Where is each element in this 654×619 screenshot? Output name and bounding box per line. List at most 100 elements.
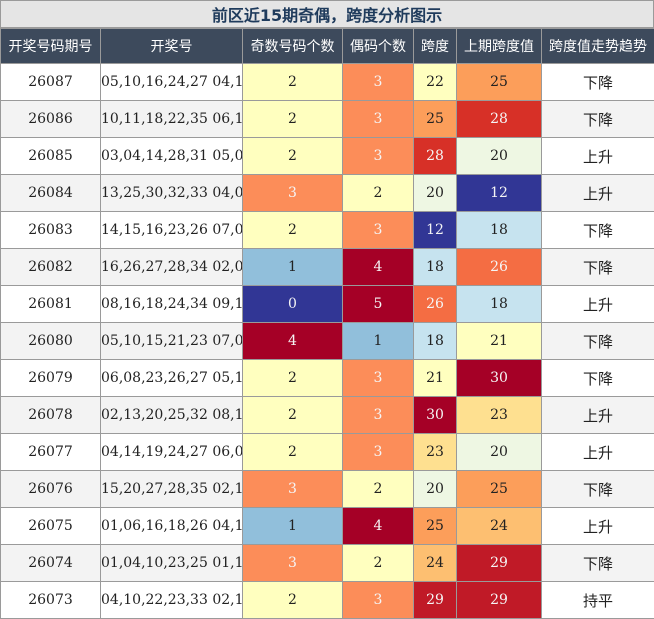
- period-cell: 26086: [1, 101, 101, 138]
- prev-span-cell: 28: [457, 101, 542, 138]
- prev-span-cell: 29: [457, 582, 542, 619]
- span-cell: 25: [414, 508, 457, 545]
- trend-cell: 下降: [542, 471, 654, 508]
- even-count-cell: 3: [343, 138, 414, 175]
- span-cell: 25: [414, 101, 457, 138]
- span-cell: 29: [414, 582, 457, 619]
- odd-count-cell: 2: [243, 212, 343, 249]
- even-count-cell: 3: [343, 101, 414, 138]
- odd-count-cell: 1: [243, 249, 343, 286]
- odd-count-cell: 3: [243, 471, 343, 508]
- trend-cell: 下降: [542, 360, 654, 397]
- trend-cell: 持平: [542, 582, 654, 619]
- odd-count-cell: 3: [243, 545, 343, 582]
- span-cell: 18: [414, 323, 457, 360]
- period-cell: 26081: [1, 286, 101, 323]
- numbers-cell: 01,04,10,23,25 01,12: [101, 545, 243, 582]
- even-count-cell: 2: [343, 545, 414, 582]
- numbers-cell: 10,11,18,22,35 06,12: [101, 101, 243, 138]
- even-count-cell: 2: [343, 175, 414, 212]
- odd-count-cell: 3: [243, 175, 343, 212]
- trend-cell: 下降: [542, 212, 654, 249]
- odd-count-cell: 2: [243, 434, 343, 471]
- span-cell: 20: [414, 471, 457, 508]
- trend-cell: 上升: [542, 508, 654, 545]
- numbers-cell: 05,10,15,21,23 07,08: [101, 323, 243, 360]
- odd-count-cell: 0: [243, 286, 343, 323]
- period-cell: 26087: [1, 64, 101, 101]
- trend-cell: 下降: [542, 64, 654, 101]
- prev-span-cell: 30: [457, 360, 542, 397]
- header-span: 跨度: [414, 29, 457, 64]
- odd-count-cell: 2: [243, 138, 343, 175]
- prev-span-cell: 18: [457, 286, 542, 323]
- even-count-cell: 3: [343, 360, 414, 397]
- prev-span-cell: 18: [457, 212, 542, 249]
- even-count-cell: 3: [343, 64, 414, 101]
- period-cell: 26079: [1, 360, 101, 397]
- numbers-cell: 04,10,22,23,33 02,12: [101, 582, 243, 619]
- period-cell: 26076: [1, 471, 101, 508]
- header-row: 开奖号码期号 开奖号 奇数号码个数 偶码个数 跨度 上期跨度值 跨度值走势趋势: [1, 29, 654, 64]
- trend-cell: 上升: [542, 434, 654, 471]
- trend-cell: 下降: [542, 249, 654, 286]
- numbers-cell: 08,16,18,24,34 09,12: [101, 286, 243, 323]
- odd-count-cell: 2: [243, 582, 343, 619]
- even-count-cell: 4: [343, 249, 414, 286]
- span-cell: 28: [414, 138, 457, 175]
- prev-span-cell: 25: [457, 471, 542, 508]
- prev-span-cell: 24: [457, 508, 542, 545]
- header-trend: 跨度值走势趋势: [542, 29, 654, 64]
- prev-span-cell: 12: [457, 175, 542, 212]
- numbers-cell: 01,06,16,18,26 04,10: [101, 508, 243, 545]
- trend-cell: 下降: [542, 545, 654, 582]
- numbers-cell: 16,26,27,28,34 02,06: [101, 249, 243, 286]
- period-cell: 26078: [1, 397, 101, 434]
- span-cell: 21: [414, 360, 457, 397]
- period-cell: 26082: [1, 249, 101, 286]
- span-cell: 26: [414, 286, 457, 323]
- even-count-cell: 3: [343, 582, 414, 619]
- period-cell: 26074: [1, 545, 101, 582]
- trend-cell: 上升: [542, 138, 654, 175]
- odd-count-cell: 2: [243, 64, 343, 101]
- odd-count-cell: 1: [243, 508, 343, 545]
- even-count-cell: 3: [343, 397, 414, 434]
- period-cell: 26080: [1, 323, 101, 360]
- trend-cell: 下降: [542, 323, 654, 360]
- prev-span-cell: 25: [457, 64, 542, 101]
- span-cell: 20: [414, 175, 457, 212]
- even-count-cell: 3: [343, 434, 414, 471]
- page-title: 前区近15期奇偶，跨度分析图示: [0, 0, 654, 28]
- odd-count-cell: 2: [243, 101, 343, 138]
- even-count-cell: 2: [343, 471, 414, 508]
- header-prev-span: 上期跨度值: [457, 29, 542, 64]
- even-count-cell: 4: [343, 508, 414, 545]
- numbers-cell: 02,13,20,25,32 08,11: [101, 397, 243, 434]
- prev-span-cell: 26: [457, 249, 542, 286]
- span-cell: 23: [414, 434, 457, 471]
- header-numbers: 开奖号: [101, 29, 243, 64]
- prev-span-cell: 20: [457, 434, 542, 471]
- numbers-cell: 13,25,30,32,33 04,05: [101, 175, 243, 212]
- span-cell: 22: [414, 64, 457, 101]
- even-count-cell: 5: [343, 286, 414, 323]
- numbers-cell: 15,20,27,28,35 02,11: [101, 471, 243, 508]
- numbers-cell: 14,15,16,23,26 07,09: [101, 212, 243, 249]
- prev-span-cell: 29: [457, 545, 542, 582]
- span-cell: 12: [414, 212, 457, 249]
- even-count-cell: 3: [343, 212, 414, 249]
- analysis-table: 开奖号码期号 开奖号 奇数号码个数 偶码个数 跨度 上期跨度值 跨度值走势趋势 …: [0, 28, 654, 619]
